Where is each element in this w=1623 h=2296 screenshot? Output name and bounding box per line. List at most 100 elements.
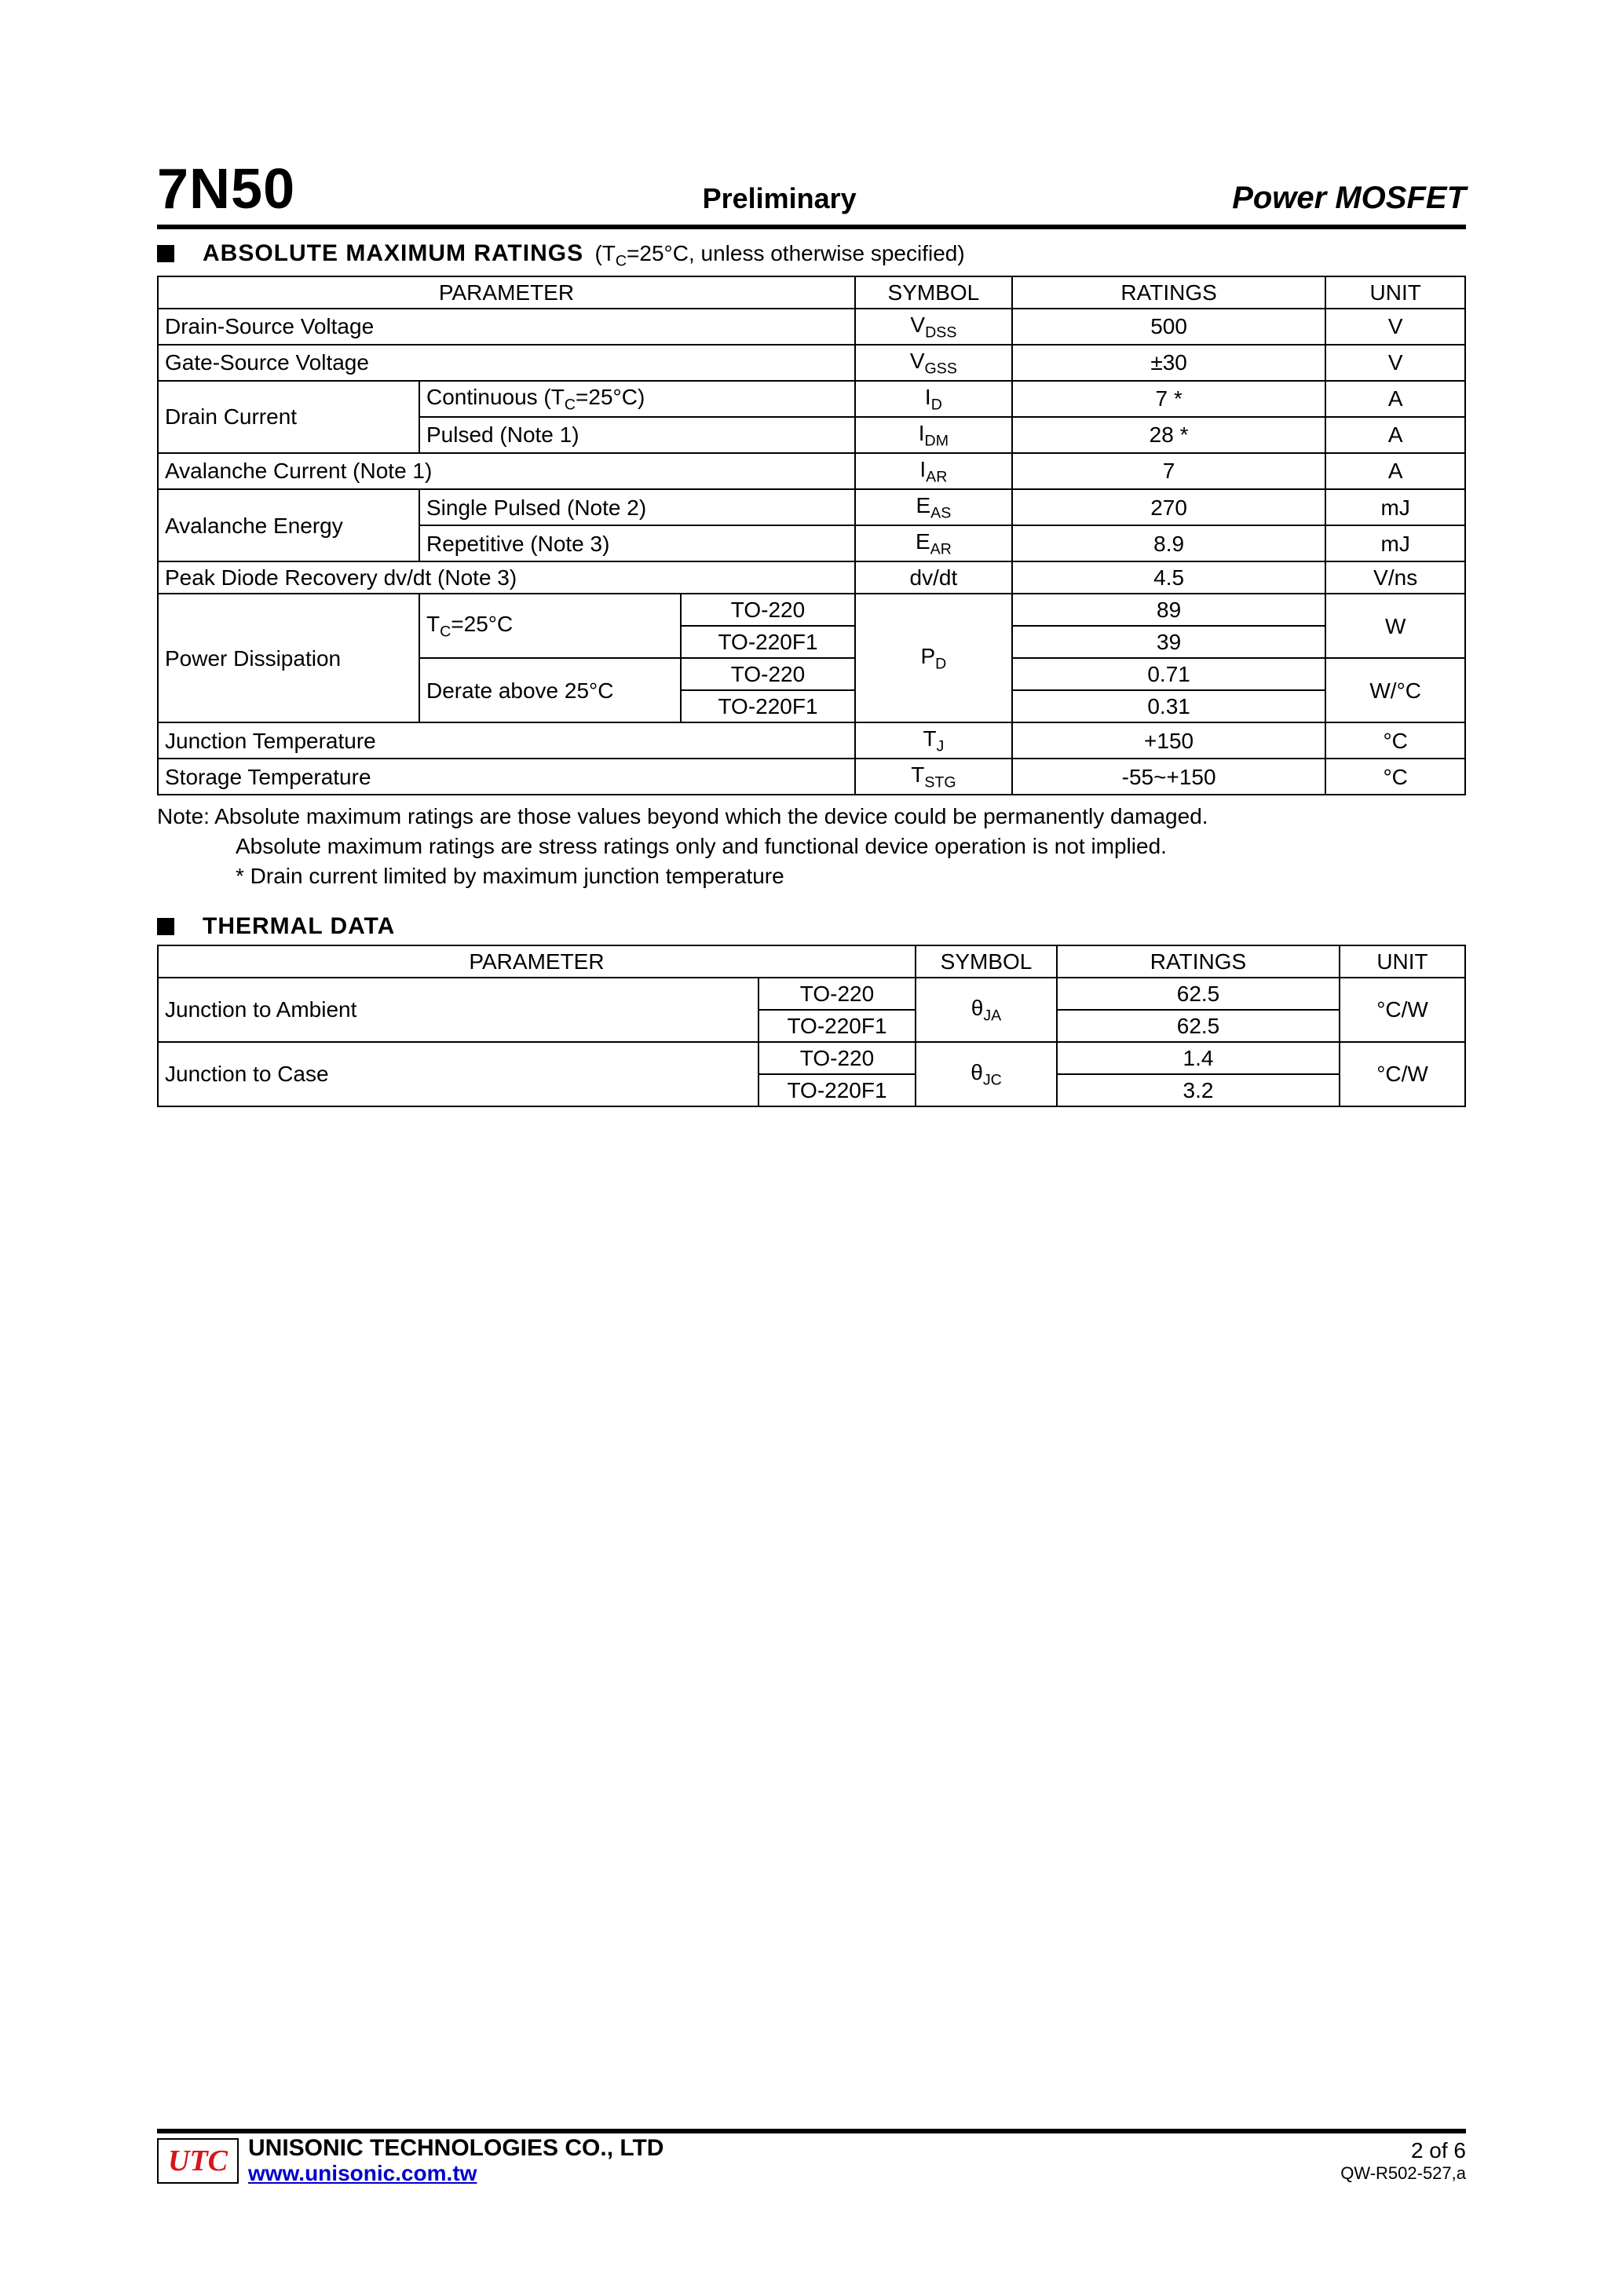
rating-cell: 28 * xyxy=(1012,417,1326,453)
page: 7N50 Preliminary Power MOSFET ABSOLUTE M… xyxy=(0,0,1623,2296)
page-footer: UTC UNISONIC TECHNOLOGIES CO., LTD www.u… xyxy=(157,2129,1466,2186)
param-cell: Drain Current xyxy=(158,381,419,453)
section-title-amr: ABSOLUTE MAXIMUM RATINGS xyxy=(203,240,583,266)
unit-cell: A xyxy=(1325,417,1465,453)
bullet-icon xyxy=(157,918,174,935)
symbol-cell: EAR xyxy=(855,525,1012,561)
section-suffix-amr: (TC=25°C, unless otherwise specified) xyxy=(594,241,964,265)
unit-cell: mJ xyxy=(1325,525,1465,561)
symbol-cell: VDSS xyxy=(855,309,1012,345)
company-logo: UTC xyxy=(157,2138,239,2184)
rating-cell: 62.5 xyxy=(1057,978,1340,1010)
table-row: Drain-Source Voltage VDSS 500 V xyxy=(158,309,1465,345)
package-cell: TO-220F1 xyxy=(681,626,855,658)
symbol-cell: IDM xyxy=(855,417,1012,453)
col-parameter: PARAMETER xyxy=(158,276,855,309)
symbol-cell: PD xyxy=(855,594,1012,722)
rating-cell: 89 xyxy=(1012,594,1326,626)
part-number: 7N50 xyxy=(157,157,295,221)
param-cell: Storage Temperature xyxy=(158,759,855,795)
amr-table: PARAMETER SYMBOL RATINGS UNIT Drain-Sour… xyxy=(157,276,1466,796)
package-cell: TO-220 xyxy=(758,1042,916,1074)
rating-cell: 0.31 xyxy=(1012,690,1326,722)
unit-cell: V xyxy=(1325,309,1465,345)
package-cell: TO-220 xyxy=(681,594,855,626)
section-title-thermal: THERMAL DATA xyxy=(203,913,395,940)
col-symbol: SYMBOL xyxy=(855,276,1012,309)
unit-cell: V xyxy=(1325,345,1465,381)
table-header-row: PARAMETER SYMBOL RATINGS UNIT xyxy=(158,945,1465,978)
symbol-cell: TSTG xyxy=(855,759,1012,795)
package-cell: TO-220F1 xyxy=(758,1074,916,1106)
symbol-cell: EAS xyxy=(855,489,1012,525)
rating-cell: 62.5 xyxy=(1057,1010,1340,1042)
company-link[interactable]: www.unisonic.com.tw xyxy=(248,2161,477,2185)
col-ratings: RATINGS xyxy=(1057,945,1340,978)
condition-cell: Pulsed (Note 1) xyxy=(419,417,855,453)
table-row: Gate-Source Voltage VGSS ±30 V xyxy=(158,345,1465,381)
table-row: Junction to Ambient TO-220 θJA 62.5 °C/W xyxy=(158,978,1465,1010)
unit-cell: A xyxy=(1325,381,1465,417)
table-header-row: PARAMETER SYMBOL RATINGS UNIT xyxy=(158,276,1465,309)
logo-text: UTC xyxy=(168,2144,228,2178)
param-cell: Peak Diode Recovery dv/dt (Note 3) xyxy=(158,561,855,594)
symbol-cell: θJC xyxy=(916,1042,1057,1106)
doc-id: QW-R502-527,a xyxy=(1340,2163,1466,2184)
unit-cell: A xyxy=(1325,453,1465,489)
section-heading-thermal: THERMAL DATA xyxy=(157,913,1466,940)
col-unit: UNIT xyxy=(1340,945,1465,978)
device-type: Power MOSFET xyxy=(1232,181,1466,216)
rating-cell: 7 * xyxy=(1012,381,1326,417)
symbol-cell: IAR xyxy=(855,453,1012,489)
unit-cell: °C/W xyxy=(1340,978,1465,1042)
unit-cell: °C xyxy=(1325,722,1465,759)
note-line: * Drain current limited by maximum junct… xyxy=(157,861,1466,891)
rating-cell: +150 xyxy=(1012,722,1326,759)
rating-cell: 39 xyxy=(1012,626,1326,658)
param-cell: Gate-Source Voltage xyxy=(158,345,855,381)
note-line: Note: Absolute maximum ratings are those… xyxy=(157,802,1466,832)
unit-cell: mJ xyxy=(1325,489,1465,525)
param-cell: Avalanche Current (Note 1) xyxy=(158,453,855,489)
preliminary-label: Preliminary xyxy=(327,182,1232,215)
package-cell: TO-220 xyxy=(681,658,855,690)
symbol-cell: θJA xyxy=(916,978,1057,1042)
table-row: Avalanche Energy Single Pulsed (Note 2) … xyxy=(158,489,1465,525)
company-name: UNISONIC TECHNOLOGIES CO., LTD xyxy=(248,2135,663,2161)
table-row: Avalanche Current (Note 1) IAR 7 A xyxy=(158,453,1465,489)
param-cell: Drain-Source Voltage xyxy=(158,309,855,345)
amr-notes: Note: Absolute maximum ratings are those… xyxy=(157,802,1466,890)
section-heading-amr: ABSOLUTE MAXIMUM RATINGS (TC=25°C, unles… xyxy=(157,240,1466,271)
table-row: Junction to Case TO-220 θJC 1.4 °C/W xyxy=(158,1042,1465,1074)
unit-cell: W/°C xyxy=(1325,658,1465,722)
package-cell: TO-220F1 xyxy=(758,1010,916,1042)
param-cell: Avalanche Energy xyxy=(158,489,419,561)
param-cell: Junction to Case xyxy=(158,1042,758,1106)
param-cell: Power Dissipation xyxy=(158,594,419,722)
rating-cell: 270 xyxy=(1012,489,1326,525)
rating-cell: 8.9 xyxy=(1012,525,1326,561)
param-cell: Junction Temperature xyxy=(158,722,855,759)
rating-cell: 3.2 xyxy=(1057,1074,1340,1106)
thermal-table: PARAMETER SYMBOL RATINGS UNIT Junction t… xyxy=(157,945,1466,1107)
rating-cell: 4.5 xyxy=(1012,561,1326,594)
package-cell: TO-220 xyxy=(758,978,916,1010)
symbol-cell: TJ xyxy=(855,722,1012,759)
col-ratings: RATINGS xyxy=(1012,276,1326,309)
doc-header: 7N50 Preliminary Power MOSFET xyxy=(157,157,1466,229)
bullet-icon xyxy=(157,245,174,262)
unit-cell: W xyxy=(1325,594,1465,658)
table-row: Junction Temperature TJ +150 °C xyxy=(158,722,1465,759)
col-parameter: PARAMETER xyxy=(158,945,916,978)
unit-cell: V/ns xyxy=(1325,561,1465,594)
condition-cell: Single Pulsed (Note 2) xyxy=(419,489,855,525)
symbol-cell: dv/dt xyxy=(855,561,1012,594)
col-unit: UNIT xyxy=(1325,276,1465,309)
col-symbol: SYMBOL xyxy=(916,945,1057,978)
page-number: 2 of 6 xyxy=(1340,2138,1466,2163)
unit-cell: °C/W xyxy=(1340,1042,1465,1106)
condition-cell: TC=25°C xyxy=(419,594,681,658)
condition-cell: Continuous (TC=25°C) xyxy=(419,381,855,417)
table-row: Drain Current Continuous (TC=25°C) ID 7 … xyxy=(158,381,1465,417)
table-row: Storage Temperature TSTG -55~+150 °C xyxy=(158,759,1465,795)
